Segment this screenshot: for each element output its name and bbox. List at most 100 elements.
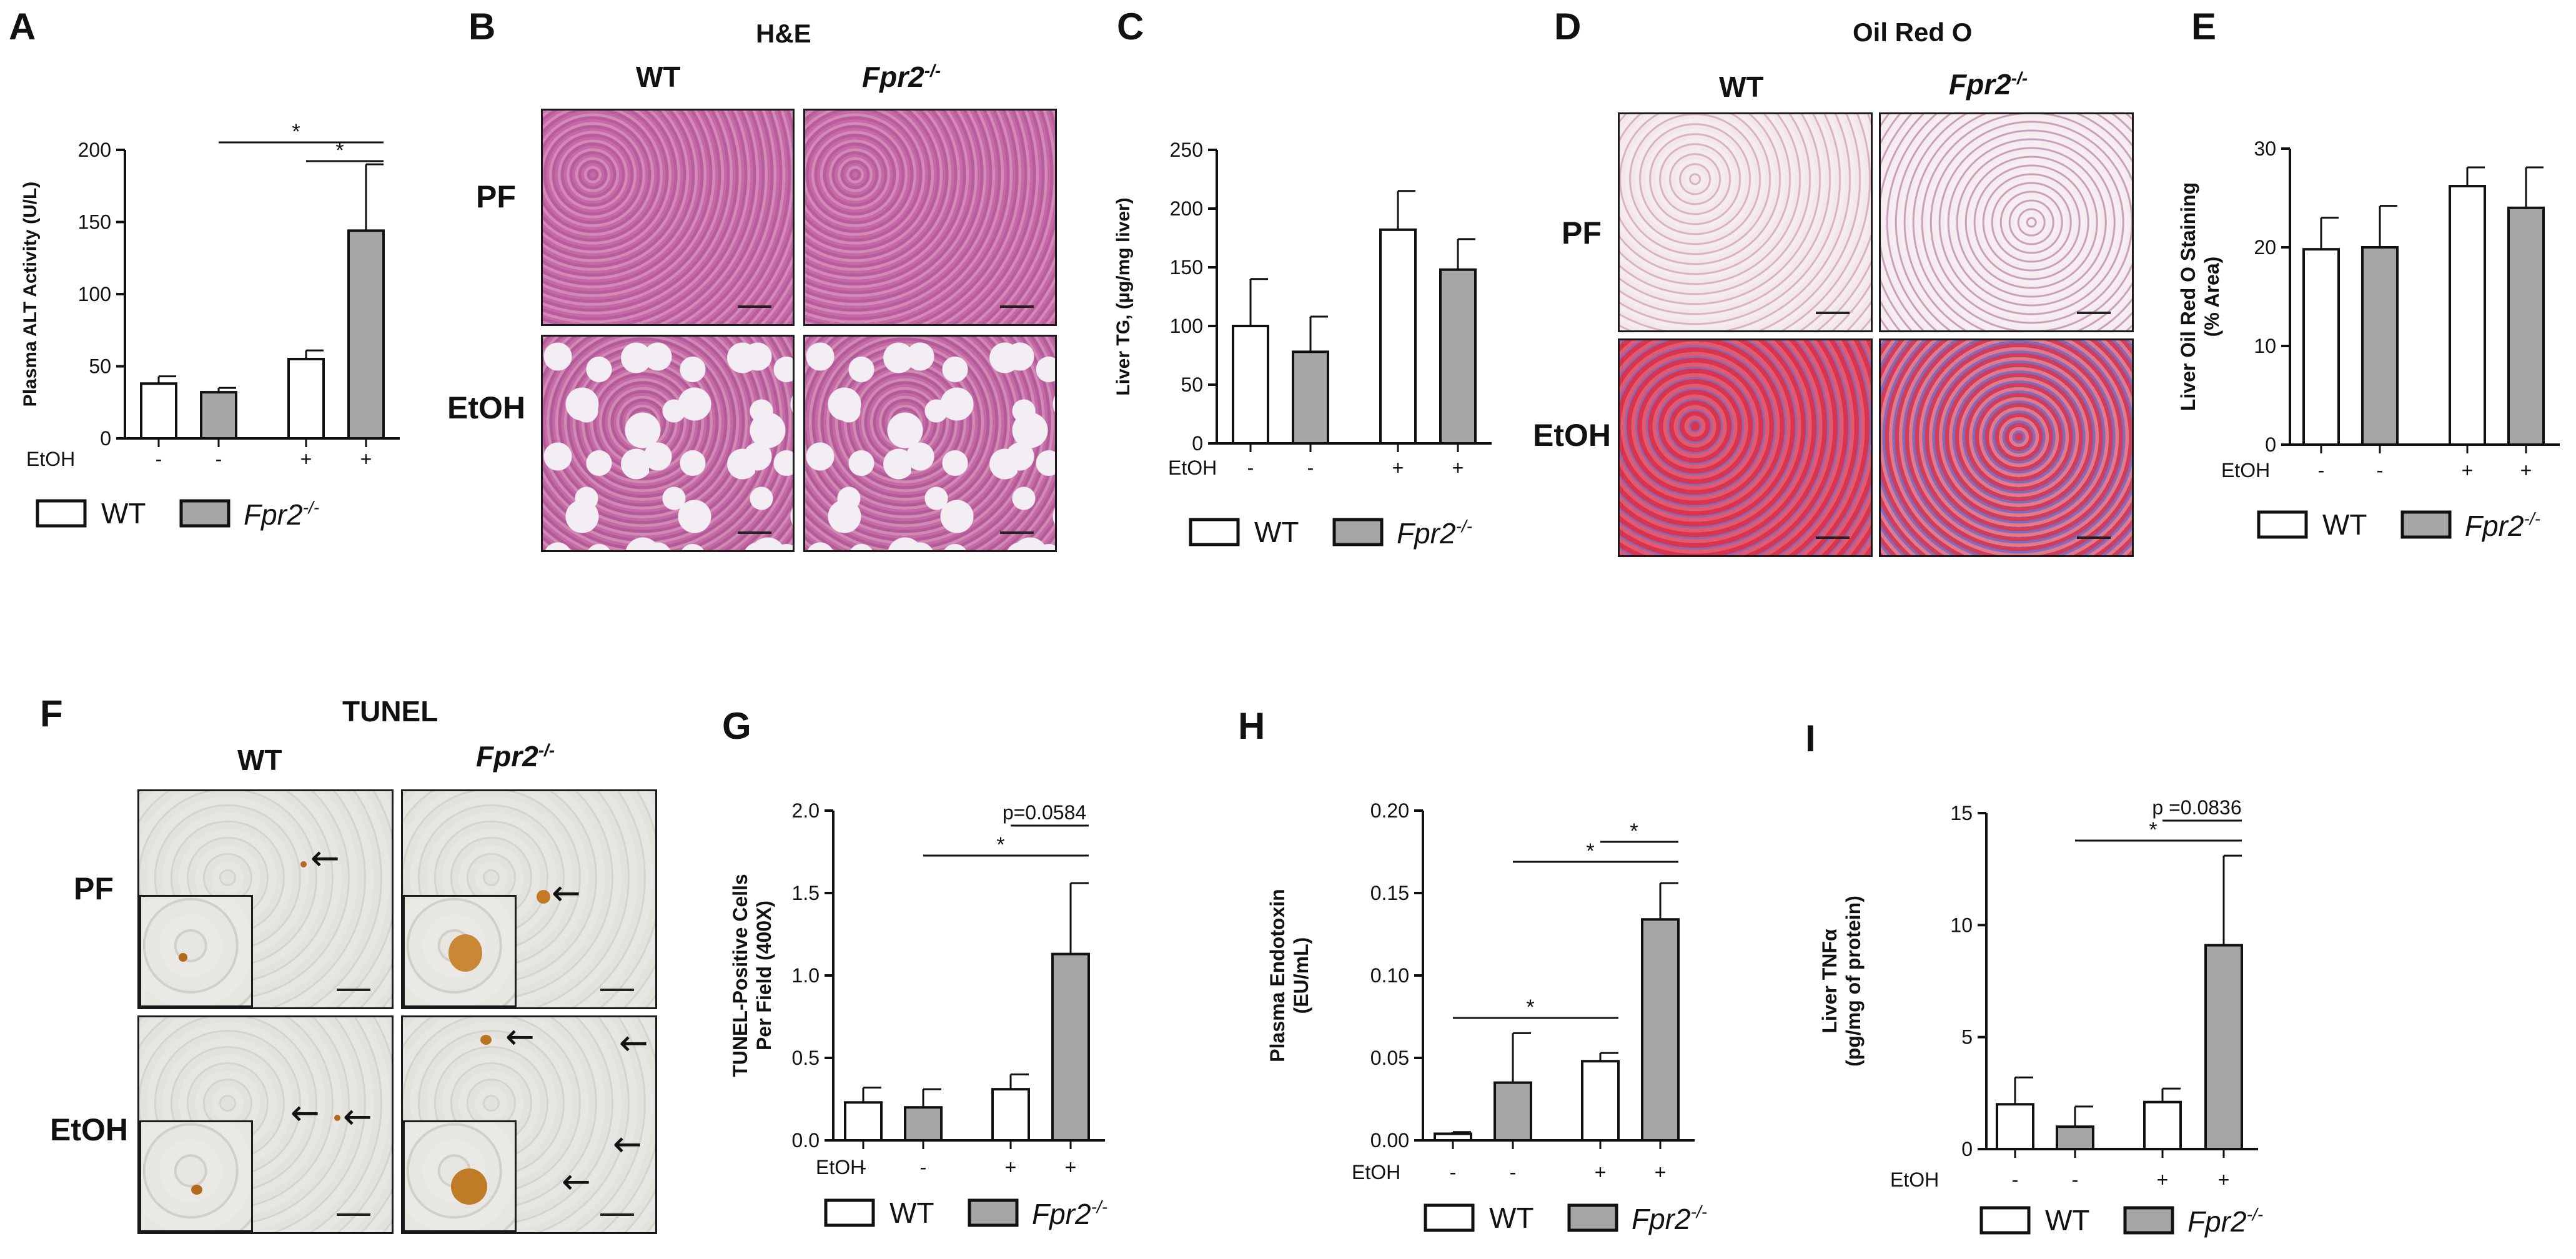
oro-row-etoh: EtOH xyxy=(1533,418,1611,453)
legend-swatch-ko xyxy=(968,1198,1019,1227)
panel-letter-c: C xyxy=(1117,6,1144,47)
he-col-ko-base: Fpr2 xyxy=(862,61,924,93)
y-tick-label: 0 xyxy=(1192,432,1203,455)
y-axis-label: Plasma ALT Activity (U/L) xyxy=(20,182,41,407)
legend: WT Fpr2-/- xyxy=(36,497,319,531)
chart-a: 0 50 100 150 200 Plasma ALT Activity (U/L) EtO… xyxy=(20,120,400,531)
y-tick-label: 30 xyxy=(2254,137,2276,160)
treatment-mark: - xyxy=(156,448,162,470)
y-tick-label: 0.0 xyxy=(792,1129,820,1152)
treatment-mark: + xyxy=(1392,457,1404,479)
treatment-mark: + xyxy=(2462,459,2474,481)
oro-micrograph-wt-etoh xyxy=(1618,338,1873,557)
y-tick-label: 0.20 xyxy=(1370,799,1409,822)
he-col-ko: Fpr2-/- xyxy=(862,60,941,94)
y-tick-label: 100 xyxy=(1170,315,1203,337)
bar xyxy=(347,229,385,440)
legend-swatch-ko xyxy=(1332,518,1384,546)
tunel-inset xyxy=(139,895,253,1007)
y-tick-label: 50 xyxy=(1181,373,1203,396)
panel-letter-d: D xyxy=(1554,6,1582,47)
tunel-row-etoh: EtOH xyxy=(50,1112,128,1147)
treatment-mark: + xyxy=(1005,1156,1017,1178)
y-tick-label: 2.0 xyxy=(792,799,820,822)
tunel-inset xyxy=(403,1120,517,1232)
he-micrograph-wt-pf xyxy=(541,109,795,326)
y-axis-label: TUNEL-Positive CellsPer Field (400X) xyxy=(729,874,775,1077)
treatment-mark: - xyxy=(1510,1161,1517,1183)
oro-micrograph-ko-pf xyxy=(1879,112,2134,332)
he-col-ko-sup: -/- xyxy=(924,61,941,81)
treatment-mark: - xyxy=(920,1156,927,1178)
etoh-label: EtOH xyxy=(1890,1168,1939,1191)
treatment-mark: + xyxy=(1452,457,1464,479)
etoh-label: EtOH xyxy=(1352,1161,1400,1183)
bar xyxy=(2507,206,2545,446)
bar xyxy=(200,391,237,440)
bar xyxy=(2302,248,2340,446)
y-tick-label: 0.15 xyxy=(1370,882,1409,904)
y-tick-label: 0.00 xyxy=(1370,1129,1409,1152)
treatment-mark: - xyxy=(2072,1168,2079,1191)
legend-label-ko: Fpr2-/- xyxy=(244,498,319,531)
legend-label-ko: Fpr2-/- xyxy=(1397,516,1472,550)
treatment-mark: - xyxy=(1247,457,1254,479)
legend-label-ko: Fpr2-/- xyxy=(1032,1197,1107,1230)
chart-i: 0 5 10 15 Liver TNFα(pg/mg of protein) EtOH - -… xyxy=(1818,796,2263,1238)
bar xyxy=(1051,952,1090,1142)
oro-col-wt: WT xyxy=(1719,71,1764,103)
tunel-col-ko-sup: -/- xyxy=(538,740,555,760)
p-value-label: p=0.0584 xyxy=(1003,801,1086,824)
legend-swatch-ko xyxy=(2123,1206,2174,1235)
legend-swatch-ko xyxy=(179,499,230,528)
significance-star: * xyxy=(1630,819,1638,843)
chart-e: 0 10 20 30 Liver Oil Red O Staining(% Area) E… xyxy=(2177,137,2560,542)
y-tick-label: 10 xyxy=(1950,914,1973,936)
oro-row-pf: PF xyxy=(1562,215,1602,250)
arrow-icon: ← xyxy=(562,1162,591,1202)
panel-letter-f: F xyxy=(40,693,63,734)
bar xyxy=(1494,1081,1532,1142)
y-tick-label: 0.05 xyxy=(1370,1047,1409,1069)
etoh-label: EtOH xyxy=(26,448,75,470)
tunel-row-pf: PF xyxy=(74,871,114,906)
etoh-label: EtOH xyxy=(2221,459,2270,481)
bar xyxy=(2361,246,2399,446)
legend-label-wt: WT xyxy=(1489,1202,1534,1234)
y-tick-label: 200 xyxy=(78,139,111,161)
legend-label-ko: Fpr2-/- xyxy=(1632,1202,1707,1235)
tunel-col-ko-base: Fpr2 xyxy=(476,740,538,773)
y-tick-label: 1.5 xyxy=(792,882,820,904)
arrow-icon: ← xyxy=(619,1023,648,1064)
legend-swatch-ko xyxy=(1567,1203,1618,1232)
legend-label-wt: WT xyxy=(1254,516,1299,548)
y-tick-label: 0 xyxy=(100,427,111,450)
he-row-pf: PF xyxy=(476,179,516,214)
panel-letter-e: E xyxy=(2191,6,2217,47)
treatment-mark: + xyxy=(2157,1168,2169,1191)
y-tick-label: 0 xyxy=(1961,1138,1973,1160)
bar xyxy=(1439,268,1477,445)
chart-c: 0 50 100 150 200 250 Liver TG, (µg/mg liver) Et… xyxy=(1113,139,1492,550)
y-tick-label: 5 xyxy=(1961,1026,1973,1049)
y-tick-label: 15 xyxy=(1950,802,1973,824)
bar xyxy=(1379,228,1417,445)
treatment-mark: - xyxy=(2377,459,2384,481)
y-tick-label: 250 xyxy=(1170,139,1203,161)
legend-label-ko: Fpr2-/- xyxy=(2465,509,2540,542)
panel-letter-g: G xyxy=(722,705,751,747)
y-axis-label: Plasma Endotoxin(EU/mL) xyxy=(1266,889,1312,1062)
treatment-mark: - xyxy=(2318,459,2325,481)
arrow-icon: ← xyxy=(290,1093,320,1133)
legend-swatch-wt xyxy=(1189,518,1240,546)
legend-label-wt: WT xyxy=(889,1197,934,1229)
bar xyxy=(2056,1125,2094,1150)
tunel-inset xyxy=(139,1120,253,1232)
he-row-etoh: EtOH xyxy=(447,390,525,425)
treatment-mark: + xyxy=(2520,459,2532,481)
oro-micrograph-ko-etoh xyxy=(1879,338,2134,557)
tunel-inset xyxy=(403,895,517,1007)
arrow-icon: ← xyxy=(343,1097,372,1137)
